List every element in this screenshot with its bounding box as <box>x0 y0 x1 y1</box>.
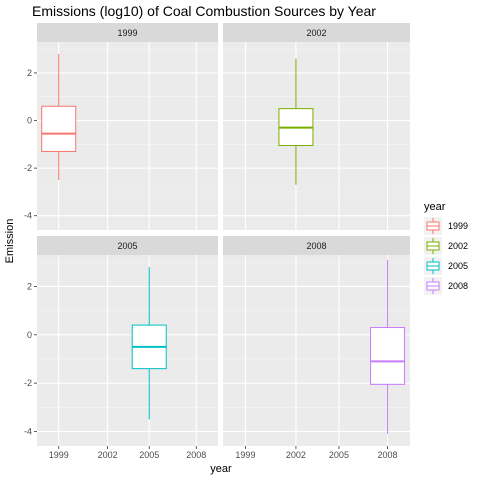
y-tick-label: 2 <box>27 281 32 291</box>
x-tick-label: 2008 <box>186 450 206 460</box>
y-tick-label: -2 <box>24 163 32 173</box>
legend-label: 1999 <box>448 221 468 231</box>
x-tick-label: 1999 <box>235 450 255 460</box>
y-axis-label: Emission <box>4 219 16 264</box>
x-tick-label: 2005 <box>329 450 349 460</box>
facet-panels: 1999 -4 -2 0 2 2002 2005 -4 -2 0 2 1999 2002 2005 2008… <box>24 23 410 460</box>
legend-label: 2005 <box>448 261 468 271</box>
facet-strip-label: 2005 <box>117 241 137 251</box>
facet-strip <box>223 236 410 255</box>
x-axis-label: year <box>210 463 232 475</box>
panel-background <box>223 42 410 230</box>
x-tick-label: 2002 <box>98 450 118 460</box>
legend-label: 2008 <box>448 281 468 291</box>
facet-strip-label: 1999 <box>117 28 137 38</box>
facet-strip <box>37 236 218 255</box>
box-1999 <box>41 105 77 152</box>
box-2008 <box>370 327 406 385</box>
legend-label: 2002 <box>448 241 468 251</box>
facet-strip <box>223 23 410 42</box>
legend: 1999 2002 2005 2008 <box>424 217 468 295</box>
y-tick-label: -4 <box>24 211 32 221</box>
y-tick-label: 0 <box>27 116 32 126</box>
y-tick-label: -2 <box>24 378 32 388</box>
legend-title: year <box>424 201 446 213</box>
chart-title: Emissions (log10) of Coal Combustion Sou… <box>32 3 376 19</box>
x-tick-label: 2002 <box>286 450 306 460</box>
x-tick-label: 1999 <box>49 450 69 460</box>
facet-strip-label: 2002 <box>306 28 326 38</box>
facet-strip-label: 2008 <box>306 241 326 251</box>
facet-strip <box>37 23 218 42</box>
y-tick-label: -4 <box>24 426 32 436</box>
panel-background <box>37 255 218 446</box>
y-tick-label: 0 <box>27 330 32 340</box>
y-tick-label: 2 <box>27 68 32 78</box>
x-tick-label: 2005 <box>139 450 159 460</box>
x-tick-label: 2008 <box>378 450 398 460</box>
